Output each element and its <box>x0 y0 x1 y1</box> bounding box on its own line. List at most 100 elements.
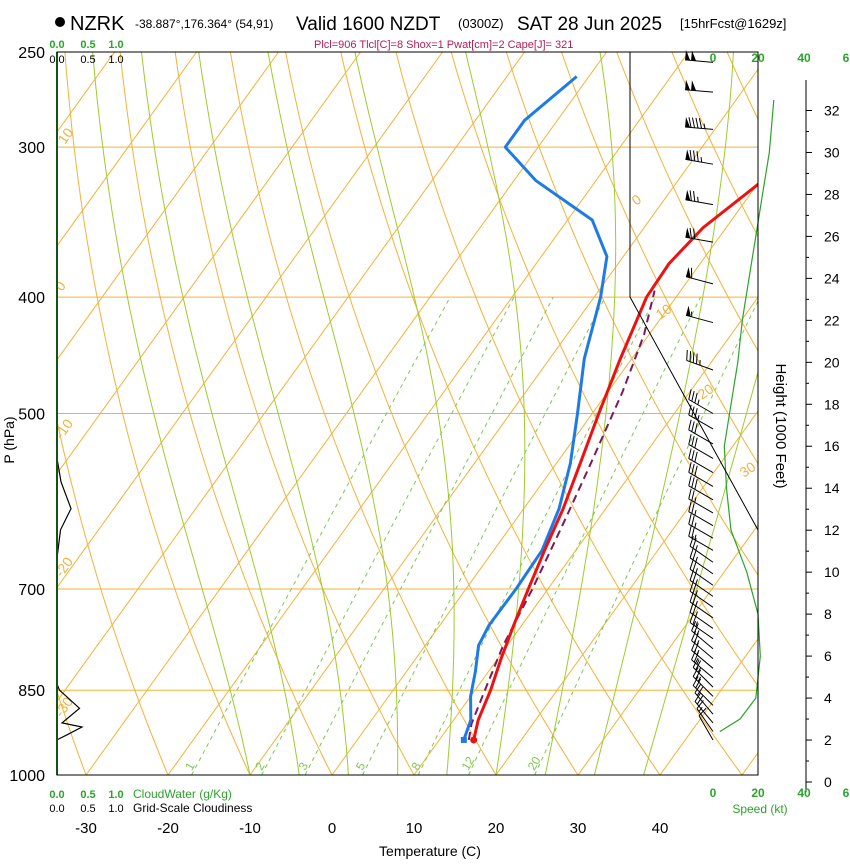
dry-adiabat-label: 0 <box>51 278 69 294</box>
dry-adiabat-label: 0 <box>629 191 645 209</box>
wind-barb-full <box>692 491 694 501</box>
wind-barb-flag <box>685 149 690 160</box>
mixing-ratio-label: 8 <box>408 760 424 773</box>
wind-barb <box>689 526 713 550</box>
pressure-tick-label: 850 <box>18 683 45 700</box>
cloudiness-tick-top: 0.5 <box>80 54 95 66</box>
wind-barb-flag <box>685 190 690 201</box>
wind-barb-full <box>692 436 694 446</box>
valid-time-utc: (0300Z) <box>458 16 504 31</box>
dewpoint-line <box>464 77 607 740</box>
x-tick-label: 10 <box>406 820 423 837</box>
wind-barb-full <box>692 503 694 513</box>
wind-barb-full <box>695 438 697 448</box>
x-tick-label: 40 <box>652 820 669 837</box>
cloudwater-tick-bottom: 1.0 <box>108 789 123 801</box>
x-tick-label: -20 <box>157 820 179 837</box>
wind-barb-full <box>687 350 688 360</box>
wind-barb-half <box>701 157 702 162</box>
x-tick-label: 20 <box>488 820 505 837</box>
pressure-tick-label: 500 <box>18 407 45 424</box>
mixing-ratio-label: 5 <box>353 760 369 773</box>
cloudiness-tick-bottom: 0.0 <box>49 803 64 815</box>
height-tick-label: 0 <box>824 774 832 790</box>
wind-barb-full <box>689 434 691 444</box>
mixing-ratio-label: 1 <box>182 760 198 773</box>
x-tick-label: 0 <box>328 820 336 837</box>
pressure-tick-label: 300 <box>18 140 45 157</box>
pressure-tick-label: 400 <box>18 290 45 307</box>
cloudwater-tick-bottom: 0.5 <box>80 789 95 801</box>
height-tick-label: 14 <box>824 480 840 496</box>
wind-barb-half <box>695 523 696 528</box>
height-tick-label: 2 <box>824 732 832 748</box>
cloudwater-tick-top: 1.0 <box>108 39 123 51</box>
wind-barb-full <box>690 190 691 200</box>
pressure-tick-label: 700 <box>18 582 45 599</box>
wind-barb-full <box>693 550 696 560</box>
wind-barb-full <box>689 389 691 399</box>
y-axis-label: P (hPa) <box>1 416 17 463</box>
dry-adiabat-label: 20 <box>695 380 717 402</box>
cloudiness-tick-top: 0.0 <box>49 54 64 66</box>
wind-barb <box>686 267 713 284</box>
wind-barb-full <box>692 391 694 401</box>
wind-barb-full <box>689 514 691 524</box>
wind-barb <box>689 434 713 458</box>
wind-speed-tick-bottom: 6 <box>843 786 850 800</box>
station-coords: -38.887°,176.364° (54,91) <box>135 17 273 31</box>
wind-barb <box>692 621 713 649</box>
wind-barb-full <box>696 118 698 128</box>
wind-barb-full <box>694 191 695 201</box>
wind-barb <box>685 190 713 205</box>
wind-barb-staff <box>685 200 713 205</box>
wind-barb-full <box>695 393 697 403</box>
mixing-ratio-line <box>192 297 451 775</box>
wind-barb-staff <box>692 641 713 659</box>
wind-barb-half <box>698 197 699 202</box>
wind-speed-tick-top: 40 <box>797 51 811 65</box>
wind-barb-full <box>690 570 693 580</box>
height-tick-label: 18 <box>824 396 840 412</box>
x-tick-label: -30 <box>75 820 97 837</box>
height-tick-label: 22 <box>824 312 840 328</box>
surface-temperature-point <box>470 736 477 743</box>
wind-barb-flag <box>686 306 691 317</box>
valid-date: SAT 28 Jun 2025 <box>517 14 662 35</box>
station-dot-icon <box>55 17 65 27</box>
wind-barb-full <box>695 423 697 433</box>
cloudwater-tick-top: 0.0 <box>49 39 64 51</box>
wind-speed-tick-bottom: 0 <box>710 786 717 800</box>
chart-header: NZRK -38.887°,176.364° (54,91) Valid 160… <box>55 13 786 51</box>
wind-barb-full <box>690 228 691 238</box>
wind-barb-full <box>689 476 691 486</box>
dry-adiabat-line <box>63 31 262 801</box>
wind-barb-half <box>696 568 698 573</box>
cloudwater-tick-bottom: 0.0 <box>49 789 64 801</box>
height-tick-label: 30 <box>824 144 840 160</box>
station-name: NZRK <box>70 13 125 35</box>
wind-barb-full <box>692 516 694 526</box>
wind-barb-full <box>695 479 697 489</box>
x-axis-label: Temperature (C) <box>379 843 481 859</box>
height-tick-label: 20 <box>824 354 840 370</box>
mixing-ratio-line <box>418 297 655 775</box>
wind-speed-tick-top: 20 <box>751 51 765 65</box>
wind-barb-full <box>692 421 694 431</box>
wind-barb-full <box>695 466 697 476</box>
mixing-ratio-line <box>262 297 514 775</box>
height-tick-label: 12 <box>824 522 840 538</box>
x-tick-label: 30 <box>570 820 587 837</box>
height-tick-label: 32 <box>824 102 840 118</box>
wind-barb-full <box>693 352 694 362</box>
forecast-hour: [15hrFcst@1629z] <box>680 16 786 31</box>
dry-adiabat-line <box>500 31 850 801</box>
wind-barb-full <box>693 572 696 582</box>
mixing-ratio-line <box>535 297 760 775</box>
wind-barb-full <box>692 118 694 128</box>
cloudiness-tick-bottom: 0.5 <box>80 803 95 815</box>
wind-speed-tick-top: 0 <box>710 51 717 65</box>
height-tick-label: 24 <box>824 270 840 286</box>
